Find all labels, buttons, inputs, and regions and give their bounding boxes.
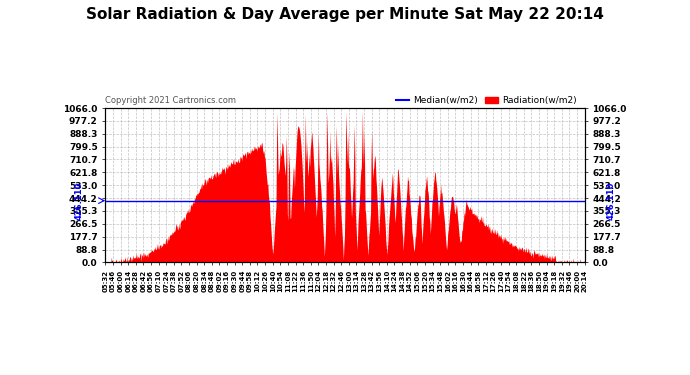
Legend: Median(w/m2), Radiation(w/m2): Median(w/m2), Radiation(w/m2) bbox=[392, 93, 580, 109]
Text: 426.110: 426.110 bbox=[607, 182, 615, 220]
Text: Solar Radiation & Day Average per Minute Sat May 22 20:14: Solar Radiation & Day Average per Minute… bbox=[86, 8, 604, 22]
Text: Copyright 2021 Cartronics.com: Copyright 2021 Cartronics.com bbox=[106, 96, 236, 105]
Text: 426.110: 426.110 bbox=[75, 182, 83, 220]
